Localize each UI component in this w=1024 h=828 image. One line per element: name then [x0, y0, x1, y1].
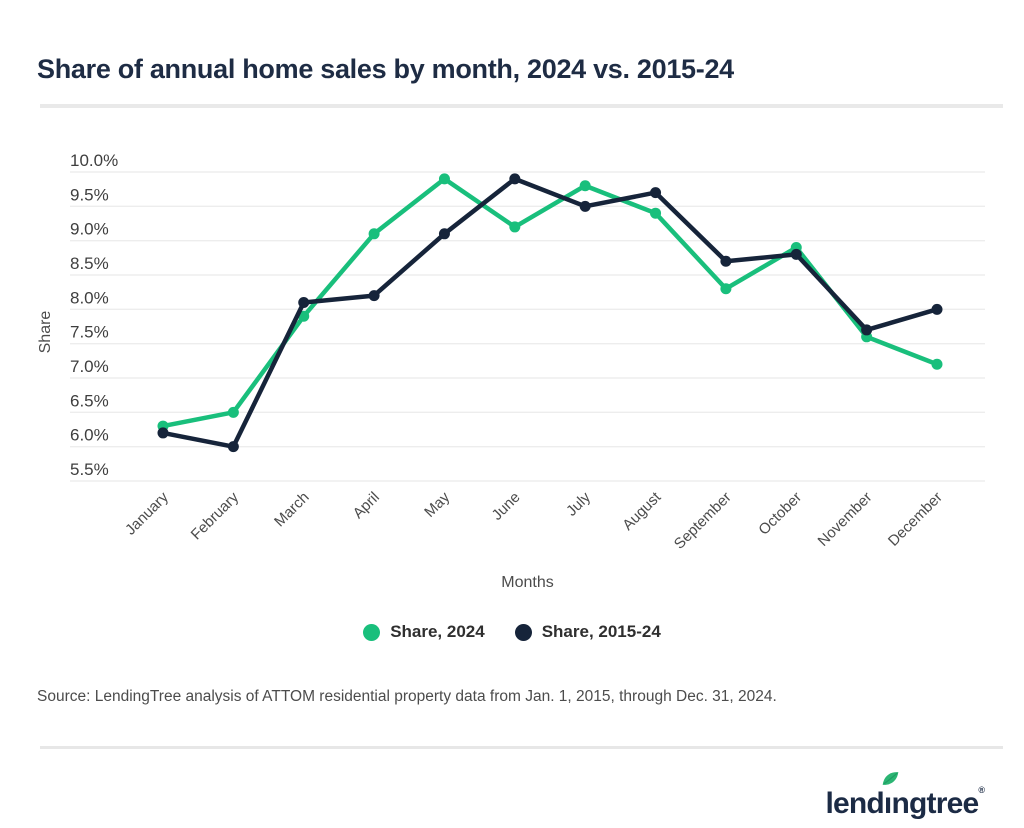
x-axis-title: Months [501, 574, 553, 591]
chart-legend: Share, 2024 Share, 2015-24 [0, 622, 1024, 642]
y-axis-title: Share [37, 311, 54, 354]
x-tick-label-may: May [421, 488, 453, 520]
data-point-share-2024-june [509, 221, 521, 233]
legend-swatch-share-2015-24-icon [514, 623, 532, 641]
data-point-share-2015-24-april [368, 290, 380, 302]
y-gridlines [70, 171, 985, 482]
x-tick-label-january: January [122, 488, 172, 538]
data-point-share-2024-december [931, 358, 943, 370]
data-point-share-2024-march [298, 310, 310, 322]
series-line-share-2024 [160, 176, 940, 429]
data-point-share-2015-24-january [157, 427, 169, 439]
data-point-share-2024-february [227, 406, 239, 418]
data-point-share-2015-24-december [931, 303, 943, 315]
y-tick-label: 6.5% [70, 391, 109, 410]
y-tick-label: 8.5% [70, 254, 109, 273]
logo-text-lend: lend [825, 787, 884, 820]
y-tick-label: 6.0% [70, 426, 109, 445]
source-attribution: Source: LendingTree analysis of ATTOM re… [37, 688, 777, 705]
logo-dotless-i: ı [882, 772, 899, 828]
data-point-share-2015-24-august [650, 187, 662, 199]
x-tick-label-march: March [271, 489, 312, 530]
y-tick-label: 5.5% [70, 460, 109, 479]
x-tick-label-february: February [188, 488, 243, 543]
data-point-share-2015-24-september [720, 255, 732, 267]
x-tick-label-april: April [350, 489, 383, 522]
x-tick-label-august: August [619, 488, 665, 534]
legend-item-share-2024: Share, 2024 [363, 622, 485, 642]
legend-label-share-2024: Share, 2024 [390, 622, 485, 641]
data-point-share-2015-24-november [861, 324, 873, 336]
registered-mark: ® [978, 785, 985, 795]
y-tick-label: 9.0% [70, 220, 109, 239]
lendingtree-logo: lend ıngtree® [825, 766, 985, 828]
series-line-share-2015-24 [160, 176, 940, 449]
data-point-share-2024-september [720, 283, 732, 295]
x-tick-label-september: September [671, 489, 735, 553]
legend-item-share-2015-24: Share, 2015-24 [514, 622, 661, 642]
x-tick-label-october: October [755, 489, 805, 539]
x-tick-label-june: June [489, 489, 524, 524]
x-tick-label-november: November [815, 489, 876, 550]
legend-swatch-share-2024-icon [363, 623, 381, 641]
title-divider [40, 104, 1003, 108]
data-point-share-2024-august [650, 207, 662, 219]
legend-label-share-2015-24: Share, 2015-24 [541, 622, 661, 641]
footer-divider [40, 746, 1003, 749]
leaf-icon [882, 772, 899, 785]
data-point-share-2024-july [579, 180, 591, 192]
y-tick-label: 9.5% [70, 185, 109, 204]
data-point-share-2024-may [438, 173, 450, 185]
y-tick-labels: 10.0% 9.5% 9.0% 8.5% 8.0% 7.5% 7.0% 6.5% 6.0% 5.5… [70, 151, 118, 479]
x-tick-labels: January February March April May June July Augu… [122, 488, 946, 552]
x-tick-label-july: July [563, 488, 594, 519]
data-point-share-2015-24-march [298, 296, 310, 308]
logo-text-ngtree: ngtree [891, 787, 979, 820]
y-tick-label: 7.0% [70, 357, 109, 376]
chart-title: Share of annual home sales by month, 202… [37, 54, 734, 84]
data-point-share-2015-24-october [790, 248, 802, 260]
y-tick-label: 8.0% [70, 288, 109, 307]
data-point-share-2015-24-june [509, 173, 521, 185]
y-tick-label: 7.5% [70, 323, 109, 342]
data-point-share-2015-24-july [579, 200, 591, 212]
data-point-share-2015-24-may [438, 228, 450, 240]
x-tick-label-december: December [885, 489, 946, 550]
series-share-2024 [157, 173, 943, 432]
data-point-share-2015-24-february [227, 441, 239, 453]
y-tick-label: 10.0% [70, 151, 118, 170]
home-sales-share-line-chart: 10.0% 9.5% 9.0% 8.5% 8.0% 7.5% 7.0% 6.5% 6.0% 5.5… [37, 151, 985, 591]
data-point-share-2024-april [368, 228, 380, 240]
series-share-2015-24 [157, 173, 943, 453]
